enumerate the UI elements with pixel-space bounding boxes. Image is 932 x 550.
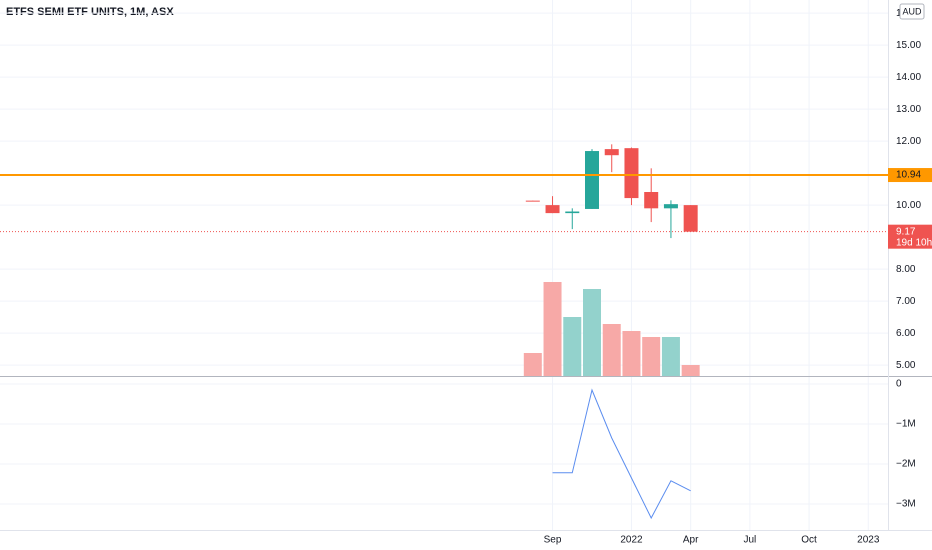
y-tick-label: 5.00 — [896, 360, 916, 371]
y-tick-label: −1M — [896, 419, 916, 430]
volume-bar — [583, 289, 601, 376]
y-tick-label: 0 — [896, 379, 902, 390]
y-tick-label: 7.00 — [896, 296, 916, 307]
y-tick-label: 15.00 — [896, 40, 921, 51]
y-tick-label: 8.00 — [896, 264, 916, 275]
x-tick-label: 2022 — [620, 535, 643, 546]
candle-body — [683, 205, 698, 232]
candle-body — [644, 192, 659, 209]
candle-body — [525, 200, 540, 202]
currency-badge — [899, 3, 925, 20]
candle-body — [604, 149, 619, 156]
countdown-label: 19d 10h — [896, 237, 932, 248]
y-tick-label: 6.00 — [896, 328, 916, 339]
candle-body — [565, 211, 580, 214]
y-tick-label: 14.00 — [896, 72, 921, 83]
volume-bar — [543, 282, 562, 376]
price-label: 10.94 — [896, 170, 921, 181]
volume-bar — [622, 331, 641, 376]
y-tick-label: 13.00 — [896, 104, 921, 115]
volume-bar — [642, 337, 661, 376]
y-tick-label: 10.00 — [896, 200, 921, 211]
x-tick-label: Apr — [683, 535, 699, 546]
indicator-line — [552, 388, 691, 520]
candle-body — [545, 205, 560, 214]
volume-bar — [563, 317, 582, 376]
price-badge — [888, 168, 932, 183]
price-badge — [888, 224, 932, 249]
last-price-label: 9.17 — [896, 226, 916, 237]
candle-body — [663, 204, 678, 209]
currency-label: AUD — [902, 6, 922, 16]
x-tick-label: 2023 — [857, 535, 880, 546]
volume-bar — [661, 337, 680, 376]
candle-body — [585, 151, 599, 209]
x-tick-label: Oct — [801, 535, 817, 546]
volume-bar — [602, 324, 621, 376]
y-tick-label: −2M — [896, 459, 916, 470]
chart-title: ETFS SEMI ETF UNITS, 1M, ASX — [6, 6, 174, 18]
volume-bar — [681, 365, 700, 376]
y-tick-label: 12.00 — [896, 136, 921, 147]
volume-bar — [523, 353, 542, 376]
y-tick-label: −3M — [896, 499, 916, 510]
x-tick-label: Sep — [544, 535, 562, 546]
candle-body — [624, 148, 639, 199]
x-tick-label: Jul — [743, 535, 756, 546]
